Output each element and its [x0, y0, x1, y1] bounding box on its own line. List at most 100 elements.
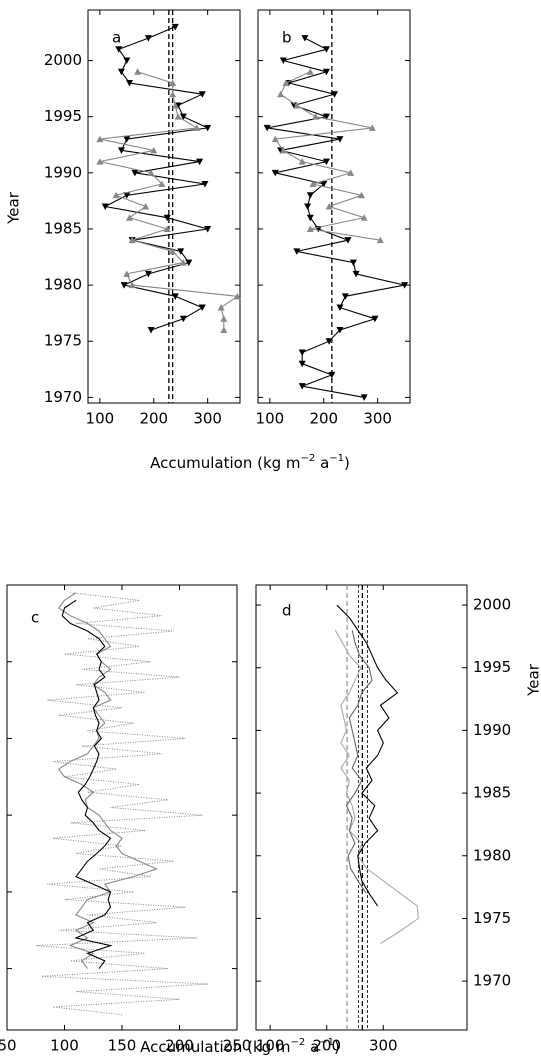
marker: [185, 259, 193, 267]
x-axis-label-part: −2: [291, 1037, 306, 1048]
marker: [201, 181, 209, 188]
marker: [360, 394, 368, 401]
marker: [233, 292, 241, 300]
marker: [147, 327, 155, 334]
marker: [169, 247, 177, 255]
marker: [123, 192, 131, 199]
panel-label: b: [282, 29, 292, 47]
marker: [150, 146, 158, 154]
marker: [123, 270, 131, 277]
marker: [101, 203, 109, 210]
axes-box: [255, 584, 468, 1031]
series-line: [58, 592, 159, 969]
marker: [336, 136, 344, 143]
x-tick-label: 100: [256, 1037, 285, 1055]
marker: [217, 304, 225, 311]
x-axis-label-part: Accumulation (kg m: [140, 1038, 290, 1056]
marker: [304, 203, 312, 210]
marker: [120, 282, 128, 289]
y-tick-label: 1995: [473, 658, 511, 676]
marker: [298, 360, 306, 368]
x-tick-label: 200: [312, 1037, 341, 1055]
x-tick-label: 100: [256, 410, 285, 428]
marker: [336, 327, 344, 334]
y-tick-label: 2000: [473, 596, 511, 614]
x-tick-label: 250: [223, 1037, 252, 1055]
marker: [293, 248, 301, 255]
marker: [169, 90, 177, 98]
marker: [169, 79, 177, 86]
marker: [179, 259, 187, 266]
panel-label: c: [31, 609, 39, 627]
marker: [126, 79, 134, 87]
marker: [279, 57, 287, 65]
marker: [198, 91, 206, 98]
x-axis-label: Accumulation (kg m−2 a−1): [150, 453, 350, 472]
x-tick-label: 200: [139, 410, 168, 428]
marker: [322, 68, 330, 76]
axes-box: [257, 9, 411, 404]
marker: [96, 135, 104, 143]
marker: [174, 113, 182, 120]
x-tick-label: 100: [50, 1037, 79, 1055]
panel-label: d: [282, 602, 292, 620]
marker: [312, 113, 320, 120]
marker: [322, 113, 330, 121]
marker: [171, 23, 179, 31]
marker: [331, 91, 339, 98]
x-tick-label: 300: [363, 410, 392, 428]
y-tick-label: 1970: [44, 388, 82, 406]
marker: [128, 281, 136, 289]
marker: [171, 101, 179, 109]
marker: [376, 236, 384, 244]
series-line: [274, 71, 381, 241]
x-axis-label-part: a: [305, 1038, 319, 1056]
marker: [341, 293, 349, 300]
x-axis-label: Accumulation (kg m−2 a−1): [140, 1037, 340, 1056]
marker: [163, 214, 171, 222]
marker: [171, 293, 179, 300]
marker: [163, 225, 171, 232]
marker: [344, 237, 352, 244]
marker: [271, 169, 279, 177]
marker: [128, 236, 136, 244]
marker: [204, 124, 212, 132]
marker: [204, 225, 212, 233]
axes-box: [6, 584, 238, 1031]
marker: [196, 158, 204, 166]
marker: [306, 68, 314, 75]
x-tick-label: 100: [86, 410, 115, 428]
marker: [306, 225, 314, 232]
marker: [134, 68, 142, 75]
marker: [263, 124, 271, 132]
marker: [147, 169, 155, 176]
marker: [117, 147, 125, 154]
marker: [298, 158, 306, 165]
marker: [336, 304, 344, 312]
marker: [123, 136, 131, 143]
x-axis-label-part: −2: [301, 453, 316, 464]
y-tick-label: 1985: [473, 784, 511, 802]
marker: [96, 158, 104, 165]
y-tick-label: 1980: [44, 276, 82, 294]
y-axis-label: Year: [525, 663, 541, 697]
series-line: [35, 592, 209, 1016]
marker: [360, 214, 368, 221]
y-tick-label: 1970: [473, 972, 511, 990]
x-axis-label-part: −1: [319, 1037, 334, 1048]
marker: [347, 169, 355, 176]
marker: [301, 35, 309, 42]
x-axis-label-part: ): [334, 1038, 340, 1056]
x-tick-label: 150: [108, 1037, 137, 1055]
marker: [298, 349, 306, 356]
y-tick-label: 1975: [44, 332, 82, 350]
marker: [298, 383, 306, 390]
marker: [277, 90, 285, 98]
x-axis-label-part: Accumulation (kg m: [150, 454, 300, 472]
marker: [112, 191, 120, 199]
marker: [126, 214, 134, 221]
marker: [271, 135, 279, 143]
y-tick-label: 1975: [473, 909, 511, 927]
series-line: [61, 599, 113, 969]
